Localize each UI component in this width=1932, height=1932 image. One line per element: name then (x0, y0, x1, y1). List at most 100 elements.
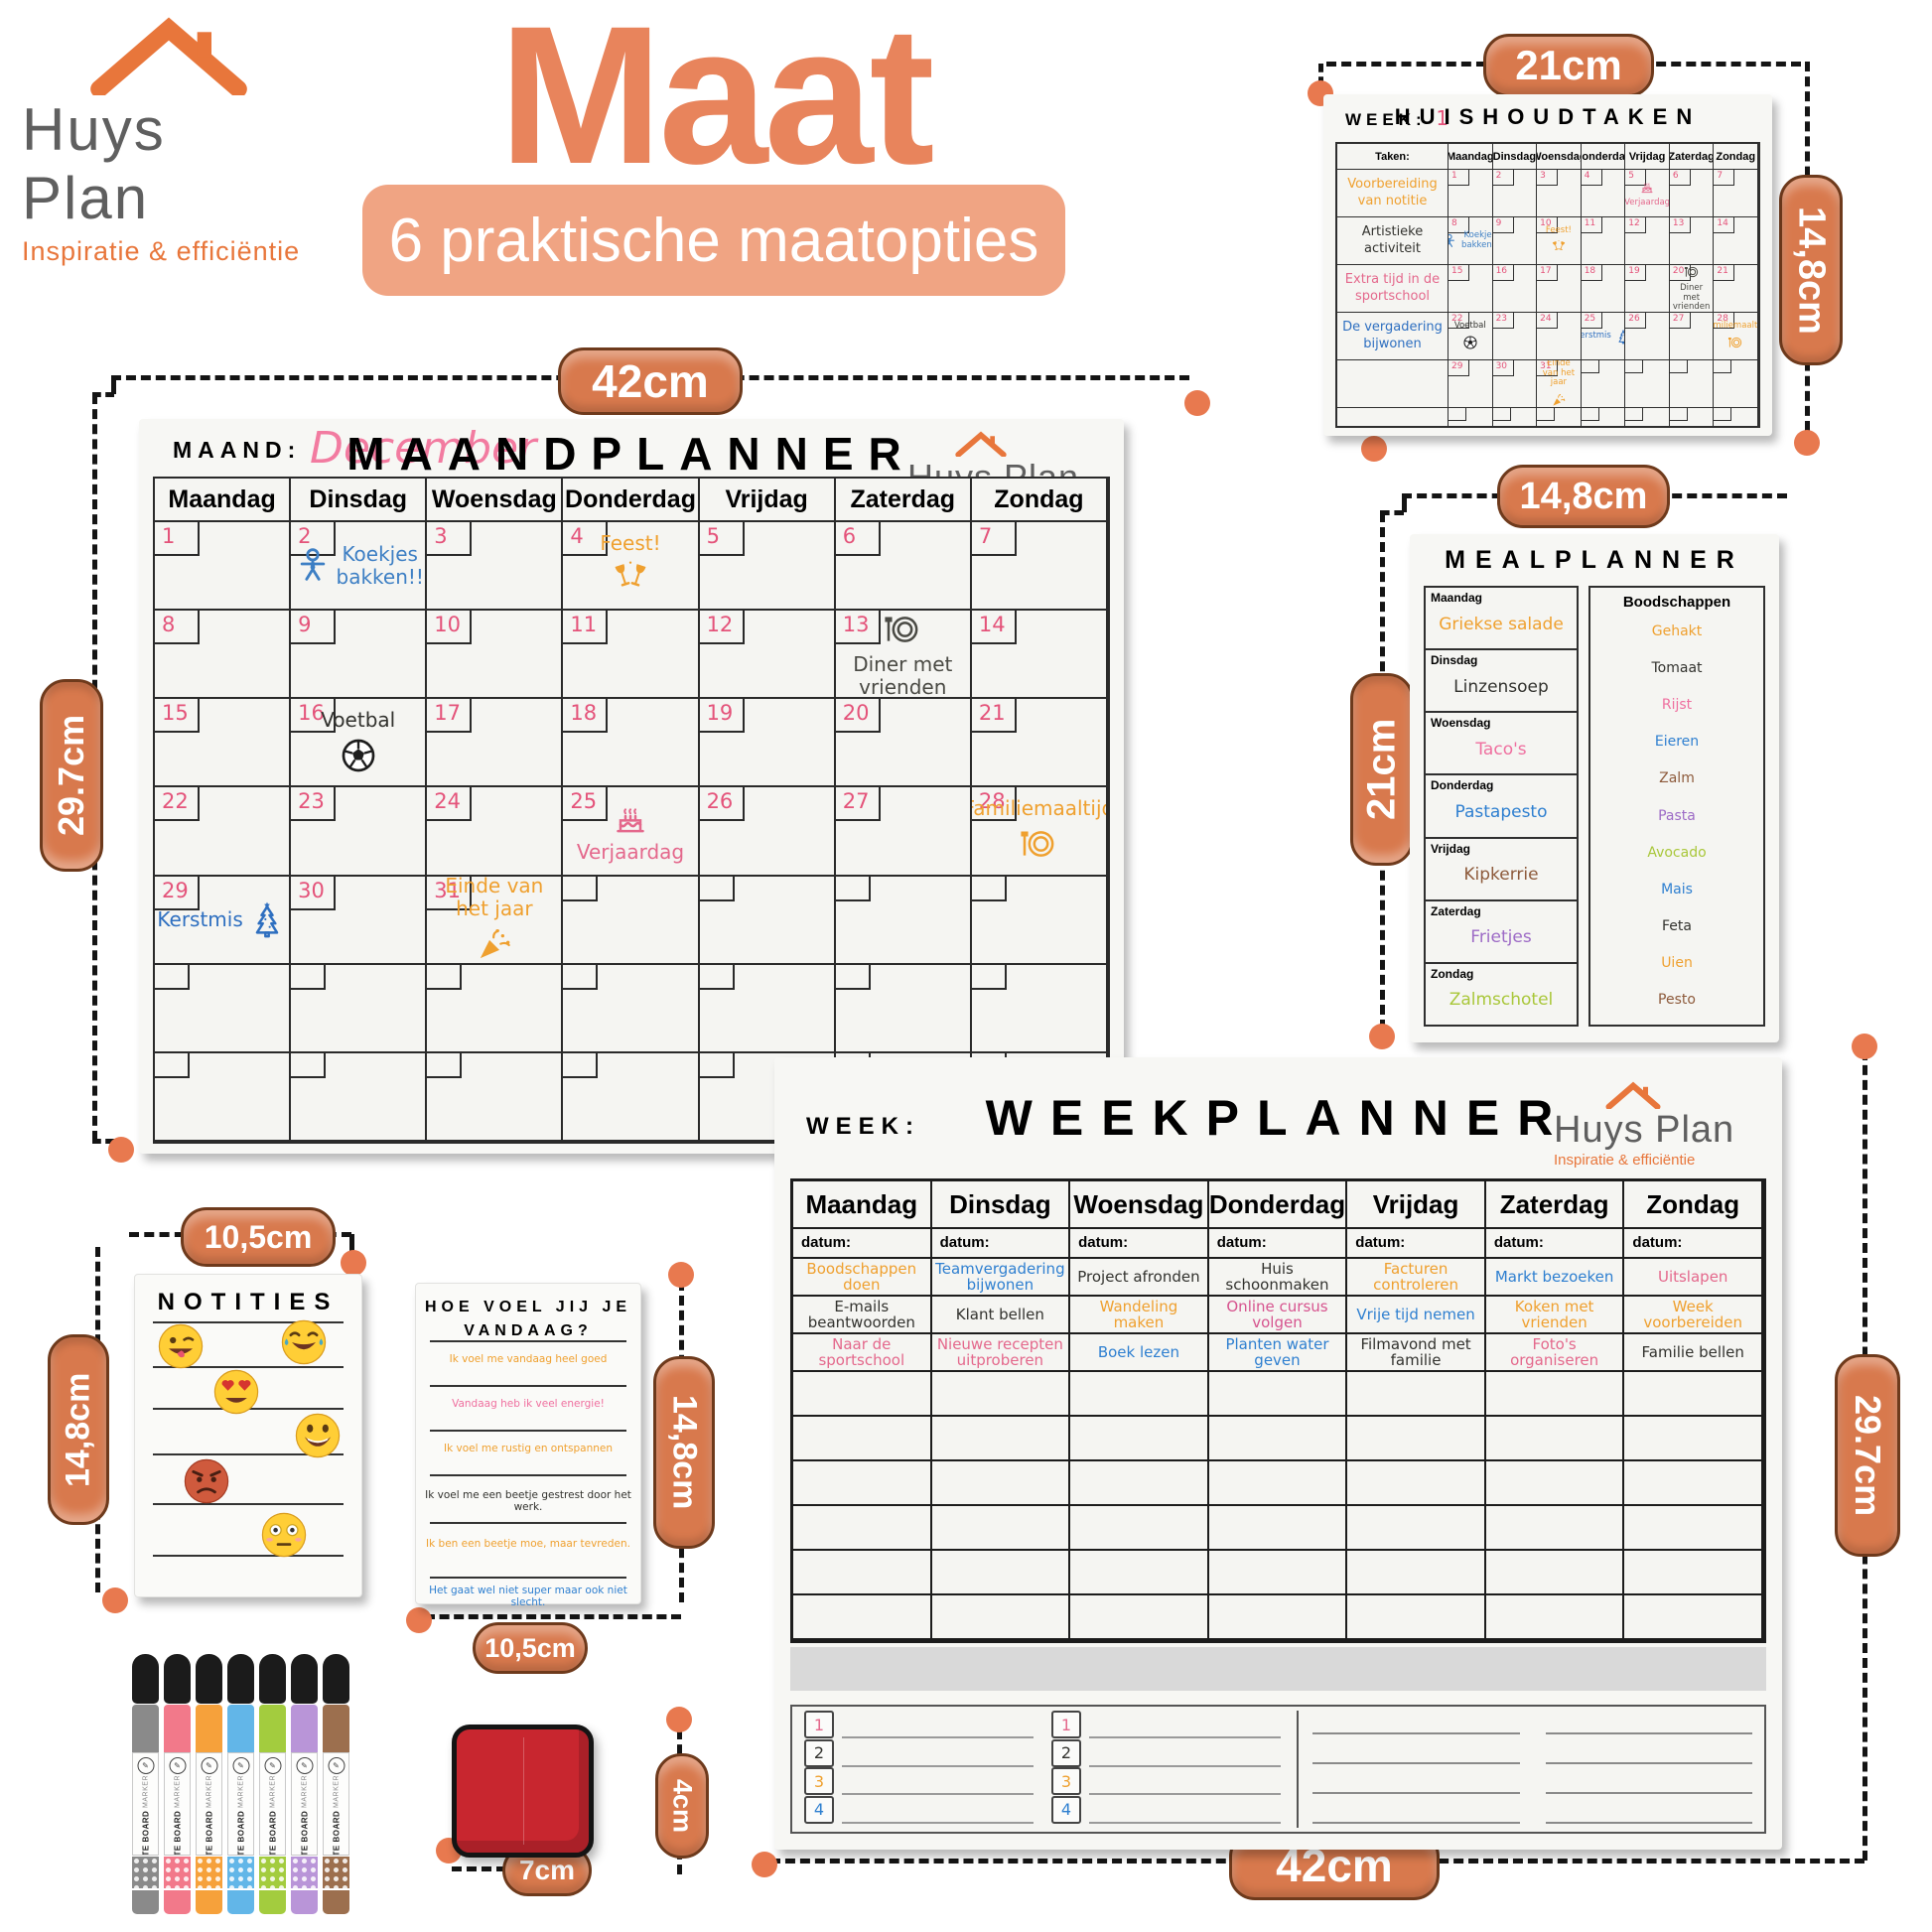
todo-line (1089, 1719, 1281, 1738)
calendar-day-number: 19 (699, 699, 745, 734)
meal-entry: Linzensoep (1453, 676, 1549, 697)
calendar-day-header: Vrijdag (699, 479, 836, 522)
calendar-empty-tab (563, 1052, 599, 1078)
plate-icon (1019, 824, 1058, 864)
angry-emoji (183, 1457, 230, 1505)
calendar-day-number: 21 (971, 699, 1017, 734)
calendar-cell (699, 964, 836, 1053)
calendar-empty-tab (427, 964, 463, 990)
lines-column (1312, 1715, 1520, 1824)
calendar-day-number: 13 (835, 611, 881, 645)
marker-cap (323, 1654, 349, 1704)
meal-day-label: Maandag (1431, 591, 1483, 605)
week-task: Wandeling maken (1070, 1297, 1209, 1334)
week-task: Klant bellen (931, 1297, 1071, 1334)
meal-row: Dinsdag Linzensoep (1426, 650, 1577, 714)
calendar-cell: 20 (835, 699, 972, 788)
calendar-empty-tab (1669, 360, 1688, 373)
plate-icon (1727, 335, 1743, 350)
todo-divider (1297, 1711, 1299, 1828)
calendar-empty-tab (563, 964, 599, 990)
calendar-event-text: Diner met vrienden (1672, 282, 1711, 313)
marker-base (227, 1890, 254, 1914)
calendar-cell: 18 (563, 699, 700, 788)
marker-neck (323, 1705, 349, 1752)
calendar-cell: 25 Verjaardag (563, 787, 700, 877)
task-label: Artistieke activiteit (1337, 217, 1449, 265)
week-empty-cell (1070, 1595, 1209, 1640)
week-task: Online cursus volgen (1208, 1297, 1348, 1334)
shopping-item: Rijst (1661, 696, 1693, 713)
notes-lines (1312, 1715, 1752, 1824)
week-empty-cell (1485, 1551, 1625, 1595)
calendar-day-number: 28 (971, 787, 1017, 822)
calendar-day-number: 3 (1537, 170, 1559, 186)
calendar-cell (563, 964, 700, 1053)
marker-cap (196, 1654, 222, 1704)
week-empty-cell (1485, 1461, 1625, 1506)
house-roof-icon (90, 17, 247, 95)
calendar-empty-tab (1581, 408, 1599, 421)
calendar-event: Voetbal (1449, 313, 1492, 359)
calendar-cell: 26 (1625, 313, 1670, 360)
maand-value: December (310, 423, 537, 474)
meal-row: Zaterdag Frietjes (1426, 901, 1577, 964)
calendar-cell (427, 964, 564, 1053)
week-task: Boek lezen (1070, 1334, 1209, 1372)
marker-dots-band (132, 1857, 159, 1888)
calendar-cell: 31 Einde van het jaar (427, 876, 564, 965)
calendar-empty-tab (427, 1052, 463, 1078)
notepad-line (430, 1474, 626, 1476)
calendar-cell: 16 (1492, 265, 1538, 313)
todo-number: 3 (804, 1767, 834, 1796)
week-column-header: Dinsdag (931, 1181, 1071, 1229)
calendar-day-number: 29 (155, 876, 200, 910)
calendar-event: Voetbal (291, 699, 425, 785)
calendar-event-text: Kerstmis (1582, 330, 1611, 341)
calendar-empty-tab (1581, 360, 1599, 373)
week-empty-cell (931, 1417, 1071, 1461)
dimension-pill-notities-width: 10,5cm (181, 1207, 336, 1267)
marker-label: ✎ WHITE BOARD MARKER (132, 1752, 159, 1856)
dimension-pill-huishoudtaken-width: 21cm (1483, 34, 1654, 97)
calendar-cell: 8 (155, 611, 292, 700)
meal-entry: Griekse salade (1439, 614, 1564, 634)
week-task: Filmavond met familie (1347, 1334, 1486, 1372)
calendar-day-number: 4 (1581, 170, 1602, 186)
calendar-empty-tab (291, 964, 327, 990)
meal-row: Maandag Griekse salade (1426, 588, 1577, 651)
huishoudtaken-planner: WEEK: 1 HUISHOUDTAKEN Taken: Maandag Dinsd… (1323, 94, 1772, 436)
calendar-event-text: Familiemaaltijd (1714, 320, 1758, 331)
calendar-day-number: 6 (1669, 170, 1691, 186)
marker-label: ✎ WHITE BOARD MARKER (323, 1752, 349, 1856)
marker-dots-band (259, 1857, 286, 1888)
whiteboard-marker: ✎ WHITE BOARD MARKER (259, 1654, 286, 1914)
calendar-cell (1537, 408, 1582, 426)
notepad-line (430, 1385, 626, 1387)
todo-row: 3 (804, 1767, 1034, 1796)
calendar-cell: 30 (291, 876, 428, 965)
whiteboard-marker: ✎ WHITE BOARD MARKER (291, 1654, 318, 1914)
measurement-dot (668, 1262, 694, 1288)
calendar-day-number: 27 (1669, 313, 1691, 329)
week-empty-cell (1624, 1417, 1763, 1461)
week-empty-cell (793, 1506, 932, 1551)
marker-label-text: WHITE BOARD MARKER (173, 1775, 182, 1856)
week-empty-cell (1624, 1506, 1763, 1551)
shopping-item: Mais (1661, 881, 1693, 897)
calendar-day-number: 9 (1492, 217, 1514, 233)
datum-label: datum: (1347, 1229, 1486, 1259)
calendar-cell: 27 (1669, 313, 1715, 360)
week-empty-cell (1208, 1551, 1348, 1595)
measurement-dot (1794, 430, 1820, 456)
calendar-cell: 31 Einde van het jaar (1537, 360, 1582, 408)
whiteboard-marker: ✎ WHITE BOARD MARKER (164, 1654, 191, 1914)
calendar-day-number: 23 (291, 787, 337, 822)
calendar-cell (971, 876, 1108, 965)
calendar-cell: 21 (1714, 265, 1758, 313)
calendar-day-header: Woensdag (427, 479, 564, 522)
calendar-cell: 22 (155, 787, 292, 877)
datum-label: datum: (931, 1229, 1071, 1259)
calendar-day-number: 14 (971, 611, 1017, 645)
